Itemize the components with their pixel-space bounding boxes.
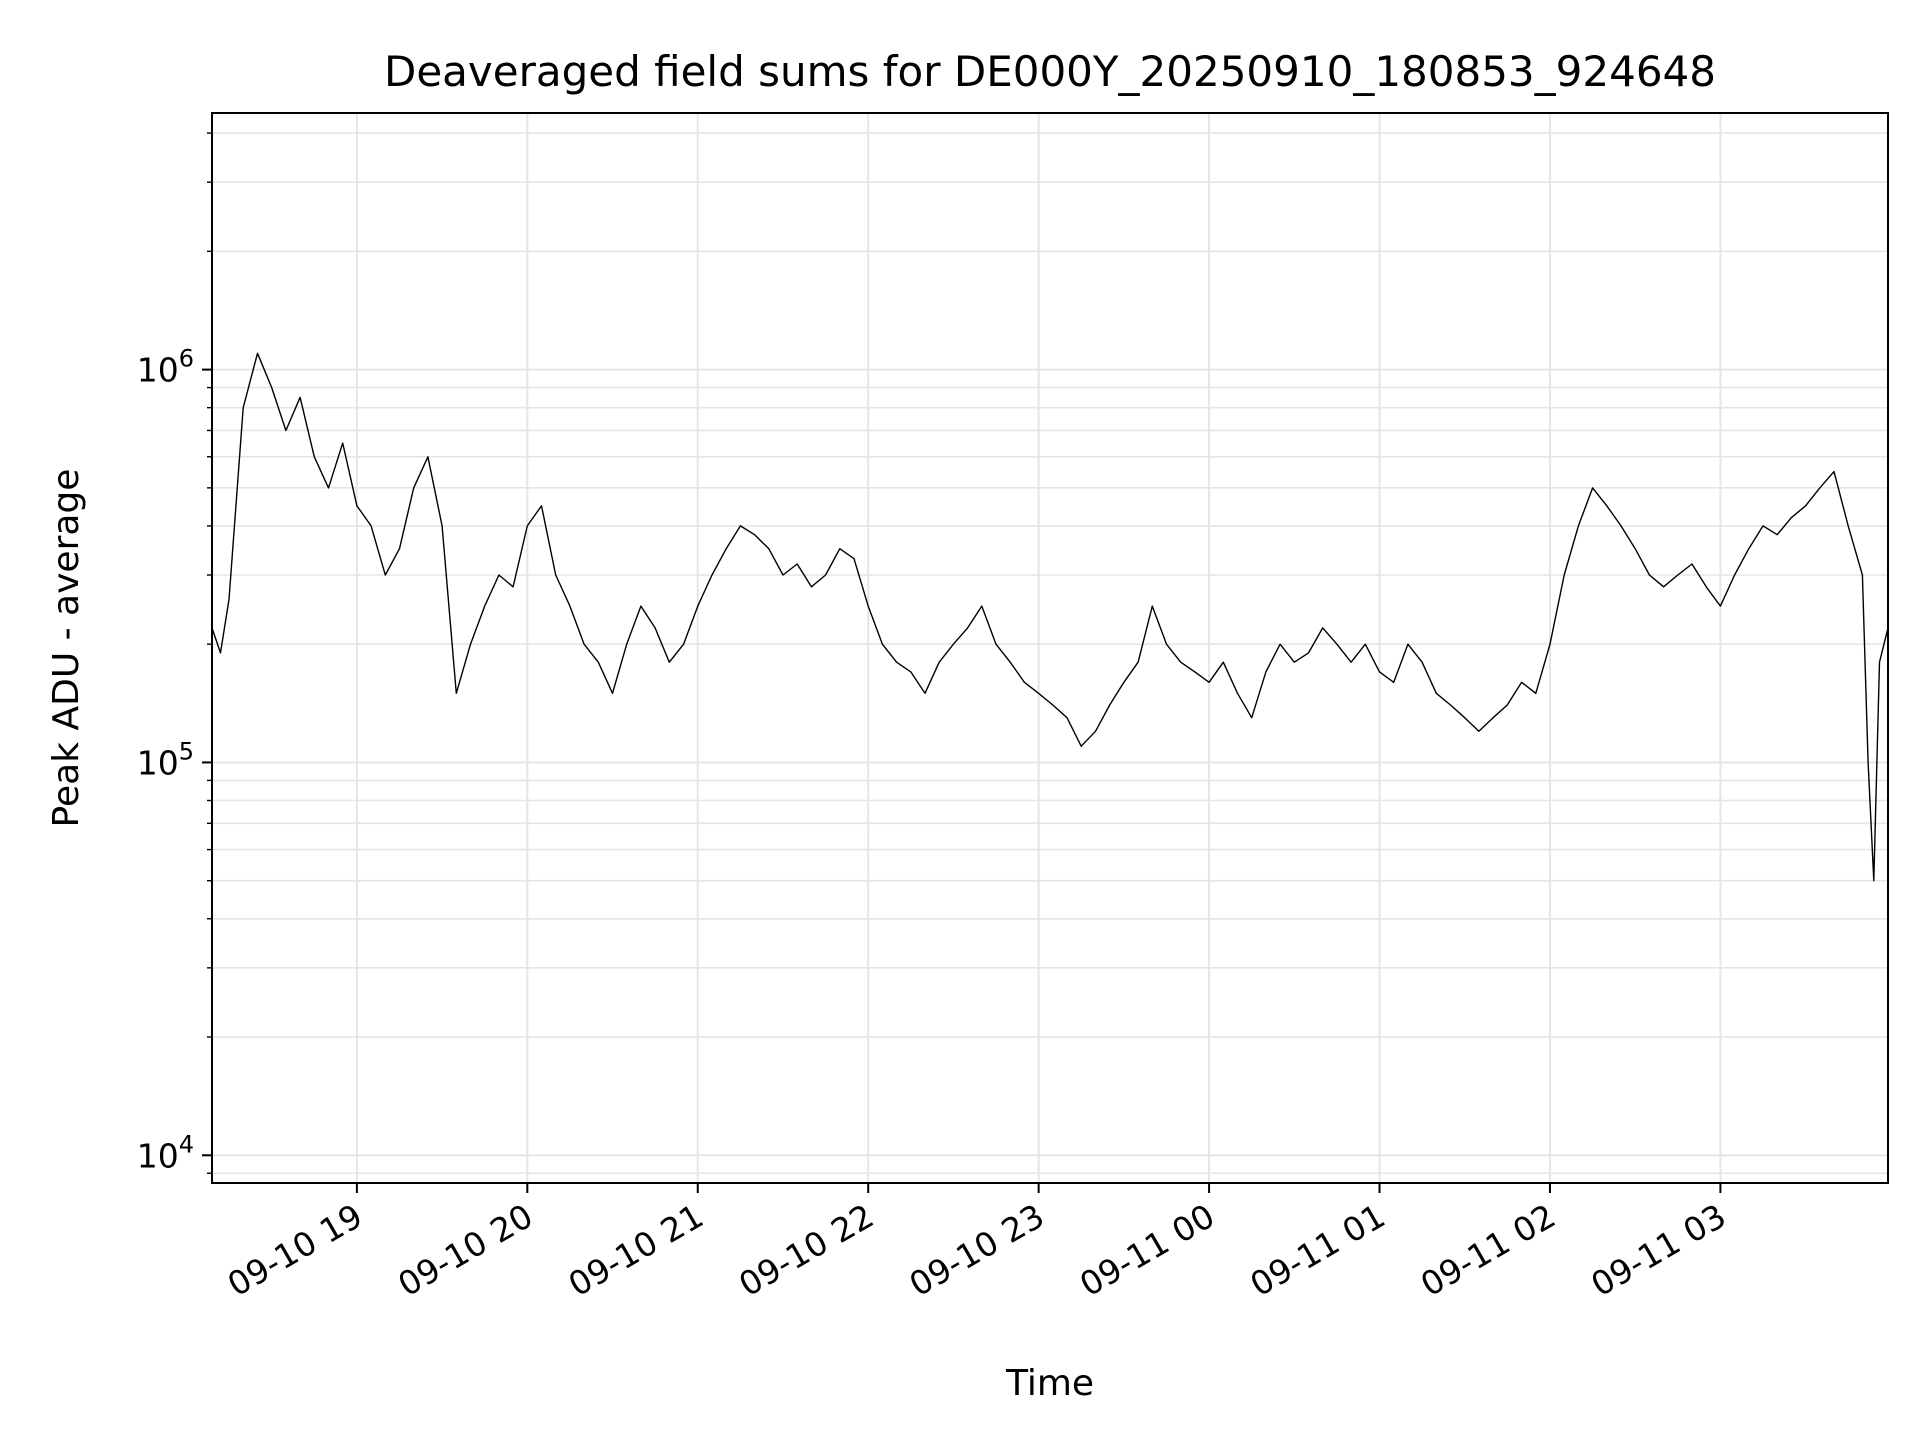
x-tick-label: 09-11 01	[1244, 1196, 1392, 1304]
x-tick-label: 09-10 21	[562, 1196, 710, 1304]
x-tick-label: 09-10 22	[732, 1196, 880, 1304]
y-tick-label: 104	[137, 1130, 194, 1175]
series-line	[211, 352, 1889, 882]
x-tick-label: 09-10 20	[391, 1196, 539, 1304]
y-tick-label: 105	[137, 737, 194, 782]
x-ticks-layer: 09-10 19 09-10 20 09-10 21 09-10 22 09-10 23…	[221, 1183, 1732, 1304]
x-tick-label: 09-11 00	[1073, 1196, 1221, 1304]
x-tick-label: 09-11 03	[1584, 1196, 1732, 1304]
x-tick-label: 09-10 19	[221, 1196, 369, 1304]
grid-layer	[212, 113, 1888, 1183]
y-axis-label: Peak ADU - average	[46, 469, 87, 828]
chart-title: Deaveraged field sums for DE000Y_2025091…	[384, 47, 1716, 96]
x-tick-label: 09-11 02	[1414, 1196, 1562, 1304]
x-axis-label: Time	[1005, 1363, 1094, 1404]
x-tick-label: 09-10 23	[903, 1196, 1051, 1304]
y-tick-label: 106	[137, 345, 194, 390]
y-ticks-layer: 104 105 106	[137, 132, 212, 1175]
plot-frame	[211, 112, 1889, 1184]
